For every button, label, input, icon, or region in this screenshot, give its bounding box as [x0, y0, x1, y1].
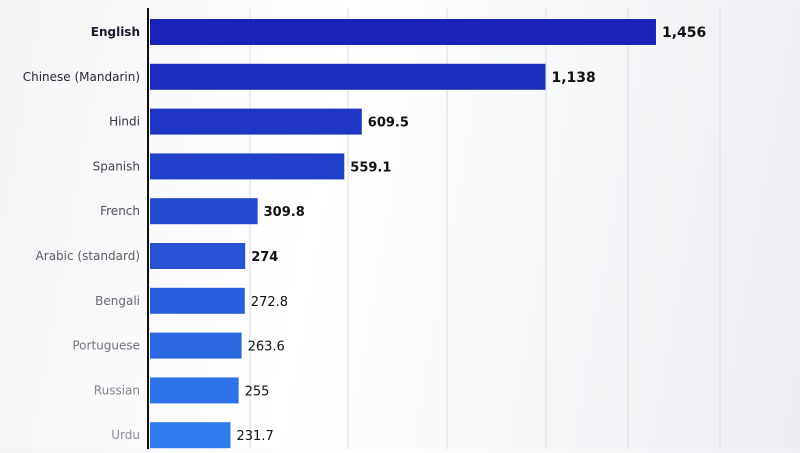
value-label: 309.8	[264, 205, 305, 220]
bar-layer	[150, 19, 656, 449]
bar	[150, 198, 258, 225]
category-label: Portuguese	[72, 339, 140, 353]
value-label: 559.1	[350, 160, 391, 175]
category-label: Spanish	[93, 159, 140, 173]
category-label: French	[100, 204, 140, 218]
category-label: Russian	[94, 383, 140, 397]
value-label: 231.7	[237, 429, 274, 444]
value-label: 272.8	[251, 295, 288, 310]
category-label: Chinese (Mandarin)	[23, 70, 140, 84]
category-label: English	[91, 25, 140, 39]
bar	[150, 63, 546, 90]
bar	[150, 287, 245, 314]
bar	[150, 243, 246, 269]
value-label: 1,456	[662, 25, 706, 41]
bar	[150, 108, 362, 135]
bar	[150, 19, 656, 45]
category-label: Arabic (standard)	[36, 249, 140, 263]
bar	[150, 377, 239, 404]
bar	[150, 153, 345, 180]
category-label: Hindi	[109, 115, 140, 129]
label-layer: English 1,456 Chinese (Mandarin) 1,138 Hindi…	[23, 25, 707, 444]
bar	[150, 422, 231, 449]
value-label: 1,138	[551, 70, 595, 86]
category-label: Bengali	[95, 294, 140, 308]
category-label: Urdu	[111, 428, 140, 442]
value-label: 609.5	[368, 116, 409, 131]
value-label: 263.6	[248, 340, 285, 355]
value-label: 274	[251, 250, 278, 265]
value-label: 255	[245, 384, 270, 399]
bar	[150, 332, 242, 359]
